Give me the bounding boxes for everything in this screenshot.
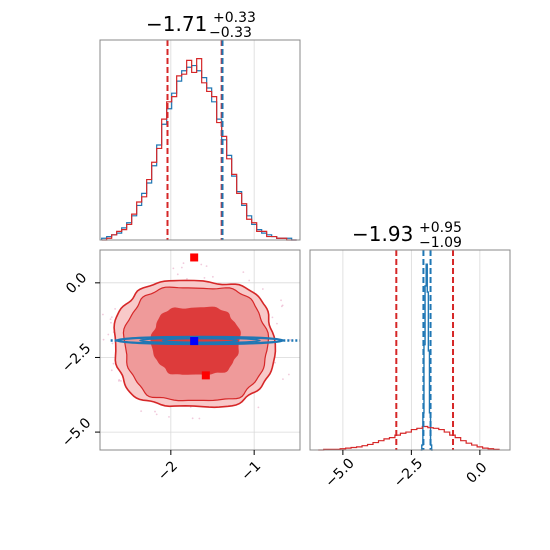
scatter-contours xyxy=(110,279,300,409)
scatter-sample-dot xyxy=(109,318,112,321)
scatter-sample-dot xyxy=(155,413,158,416)
scatter-sample-dot xyxy=(276,322,278,325)
y-hist-title-upper: +0.95 xyxy=(419,220,462,236)
scatter-y-ticks: 0.0 −2.5 −5.0 xyxy=(59,270,100,450)
panel-x-histogram: −1.71 +0.33 −0.33 xyxy=(99,10,301,241)
scatter-sample-dot xyxy=(172,267,175,270)
x-hist-series-blue xyxy=(101,64,297,241)
x-hist-title-lower: −0.33 xyxy=(209,25,252,41)
scatter-y-tick-label: −5.0 xyxy=(59,415,94,450)
scatter-sample-dot xyxy=(98,361,100,363)
scatter-sample-dot xyxy=(281,304,284,307)
scatter-sample-dot xyxy=(261,288,264,290)
scatter-x-ticks: −2 −1 xyxy=(155,450,264,484)
scatter-sample-dot xyxy=(114,307,117,310)
y-hist-x-tick-label: −5.0 xyxy=(322,455,357,490)
x-hist-title-upper: +0.33 xyxy=(213,10,256,26)
scatter-x-tick-label: −2 xyxy=(155,458,181,484)
y-hist-quantile-lines xyxy=(395,250,455,450)
scatter-sample-dot xyxy=(154,410,156,413)
scatter-y-tick-label: 0.0 xyxy=(63,270,90,297)
scatter-red-square-marker xyxy=(190,253,199,262)
scatter-sample-dot xyxy=(140,410,143,413)
scatter-sample-dot xyxy=(271,316,274,319)
x-hist-series-red xyxy=(101,58,297,241)
scatter-sample-dot xyxy=(118,379,120,382)
x-hist-title: −1.71 xyxy=(146,12,207,36)
scatter-sample-dot xyxy=(282,378,284,381)
scatter-sample-dot xyxy=(107,333,110,336)
scatter-sample-dot xyxy=(111,342,114,345)
y-hist-series-blue xyxy=(420,263,433,451)
panel-scatter: −2 −1 0.0 −2.5 −5.0 xyxy=(59,249,301,484)
x-hist-title-value: −1.71 xyxy=(146,12,207,36)
scatter-sample-dot xyxy=(110,369,113,372)
y-hist-title-value: −1.93 xyxy=(352,222,413,246)
y-hist-x-ticks: −5.0 −2.5 0.0 xyxy=(322,450,491,491)
scatter-sample-dot xyxy=(186,278,188,280)
scatter-sample-dot xyxy=(211,275,214,278)
panel-y-histogram: −5.0 −2.5 0.0 −1.93 +0.95 −1.09 xyxy=(309,220,511,491)
scatter-blue-contour-inner xyxy=(161,337,239,343)
x-hist-grid xyxy=(170,40,255,240)
y-hist-series-red xyxy=(318,425,500,451)
scatter-x-tick-label: −1 xyxy=(238,458,264,484)
scatter-markers xyxy=(190,253,210,380)
scatter-sample-dot xyxy=(287,373,290,376)
scatter-sample-dot xyxy=(180,266,183,269)
scatter-sample-dot xyxy=(200,263,203,266)
y-hist-x-tick-label: −2.5 xyxy=(391,455,426,490)
y-hist-title: −1.93 xyxy=(352,222,413,246)
scatter-y-tick-label: −2.5 xyxy=(59,340,94,375)
scatter-sample-dot xyxy=(242,271,245,274)
scatter-sample-dot xyxy=(205,265,208,268)
y-hist-series xyxy=(318,263,500,451)
y-hist-x-tick-label: 0.0 xyxy=(464,460,491,487)
scatter-sample-dot xyxy=(112,362,115,365)
scatter-sample-dot xyxy=(191,417,194,420)
y-hist-frame xyxy=(309,249,511,451)
scatter-sample-dot xyxy=(102,313,104,316)
x-hist-series xyxy=(101,58,297,241)
scatter-sample-dot xyxy=(110,321,112,324)
scatter-sample-dot xyxy=(168,415,170,418)
scatter-red-square-marker xyxy=(201,371,210,380)
scatter-sample-dot xyxy=(102,338,105,341)
scatter-sample-dot xyxy=(198,417,201,420)
scatter-sample-dot xyxy=(248,279,251,282)
x-hist-quantile-lines xyxy=(166,40,224,240)
scatter-blue-square-marker xyxy=(190,337,199,346)
scatter-sample-dot xyxy=(182,262,185,265)
scatter-sample-dot xyxy=(98,322,100,324)
x-hist-frame xyxy=(99,39,301,241)
scatter-sample-dot xyxy=(110,316,113,319)
y-hist-grid xyxy=(342,250,481,450)
scatter-blue-contour-mid xyxy=(139,337,261,344)
scatter-sample-dot xyxy=(176,273,179,276)
scatter-sample-dot xyxy=(119,380,122,382)
y-hist-title-lower: −1.09 xyxy=(419,235,462,251)
scatter-sample-dot xyxy=(274,361,276,364)
scatter-sample-dot xyxy=(257,406,260,409)
scatter-sample-dot xyxy=(289,339,292,341)
scatter-frame xyxy=(99,249,301,451)
scatter-sample-dot xyxy=(280,299,282,302)
scatter-sample-dot xyxy=(203,276,206,279)
